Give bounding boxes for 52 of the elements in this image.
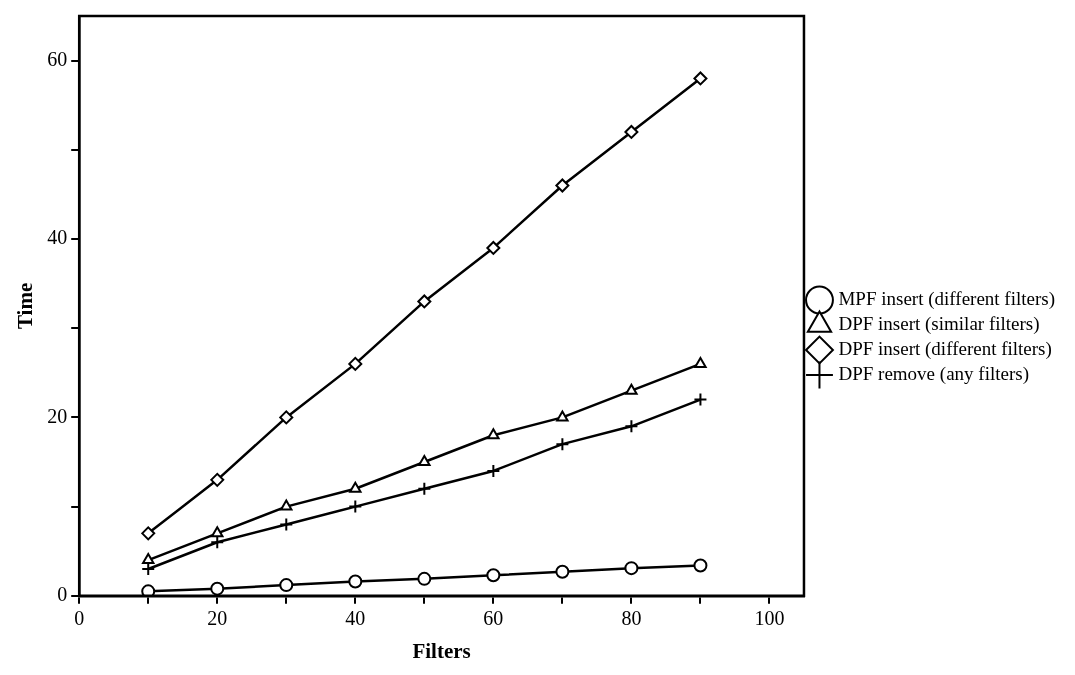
legend-label: DPF insert (similar filters) — [838, 312, 1040, 335]
point — [418, 455, 431, 466]
point — [210, 581, 225, 596]
point — [348, 499, 363, 514]
point — [348, 574, 363, 589]
point — [141, 526, 156, 541]
y-tick-label: 40 — [47, 226, 68, 249]
point — [487, 428, 500, 440]
point — [141, 562, 156, 577]
point — [349, 481, 362, 493]
point — [279, 578, 294, 593]
x-axis-title: Filters — [412, 638, 471, 663]
point — [693, 558, 708, 573]
point — [348, 356, 363, 371]
point — [624, 561, 639, 576]
point — [486, 240, 501, 255]
point — [693, 392, 708, 407]
point — [555, 178, 570, 193]
point — [486, 568, 501, 583]
point — [210, 472, 225, 487]
point — [141, 584, 156, 596]
point — [417, 294, 432, 309]
x-tick-label: 80 — [621, 607, 642, 630]
legend-label: DPF remove (any filters) — [838, 362, 1029, 385]
point — [625, 383, 638, 395]
point — [417, 481, 432, 496]
point — [417, 571, 432, 586]
point — [210, 535, 225, 550]
point — [279, 410, 294, 425]
point — [556, 410, 569, 422]
x-tick-label: 60 — [483, 607, 504, 630]
point — [693, 71, 708, 86]
y-tick-label: 20 — [47, 404, 68, 427]
legend-label: DPF insert (different filters) — [838, 337, 1052, 360]
point — [624, 419, 639, 434]
y-axis-title: Time — [13, 282, 38, 330]
point — [279, 517, 294, 532]
point — [555, 564, 570, 579]
point — [694, 356, 707, 368]
point — [142, 553, 155, 565]
y-tick-label: 60 — [47, 47, 68, 70]
point — [486, 463, 501, 478]
x-tick-label: 0 — [74, 607, 85, 630]
legend-label: MPF insert (different filters) — [838, 287, 1056, 310]
point — [280, 499, 293, 511]
x-tick-label: 20 — [207, 607, 228, 630]
x-tick-label: 40 — [345, 607, 366, 630]
point — [624, 124, 639, 139]
point — [211, 526, 224, 538]
x-tick-label: 100 — [754, 607, 785, 630]
y-tick-label: 0 — [57, 583, 68, 606]
point — [555, 437, 570, 452]
